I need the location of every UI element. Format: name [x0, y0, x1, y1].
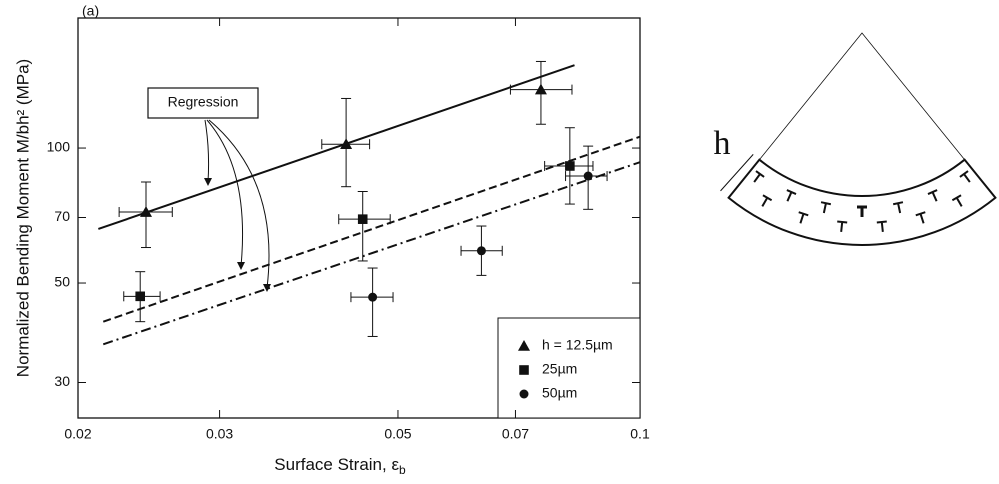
regression-line — [102, 161, 641, 346]
x-tick-label: 0.07 — [502, 426, 529, 442]
beam-band — [727, 158, 997, 246]
x-tick-label: 0.03 — [206, 426, 233, 442]
marker — [519, 389, 529, 399]
x-tick-label: 0.1 — [630, 426, 650, 442]
dislocation — [892, 201, 904, 214]
legend-label: h = 12.5µm — [542, 337, 613, 353]
marker — [135, 291, 146, 302]
annotation-arrows — [204, 119, 270, 289]
dislocation — [857, 205, 867, 217]
marker — [476, 246, 486, 256]
arrow-heads — [204, 178, 271, 292]
annotation: Regression — [168, 94, 239, 110]
y-tick-label: 30 — [54, 373, 70, 389]
marker — [340, 138, 353, 149]
marker — [534, 83, 547, 95]
dislocation — [786, 189, 797, 202]
dislocation — [820, 201, 832, 214]
dislocation — [761, 194, 773, 207]
x-axis-label-main: Surface Strain, ε — [274, 455, 399, 474]
marker — [357, 214, 368, 224]
panel-label: (a) — [82, 3, 99, 19]
dislocation — [837, 220, 848, 233]
dislocation — [798, 211, 809, 224]
marker — [140, 206, 153, 217]
annotation-box — [147, 87, 259, 119]
x-axis-label-sub: b — [399, 463, 406, 477]
marker — [368, 292, 378, 302]
dislocation — [876, 220, 887, 233]
dislocation — [753, 170, 765, 183]
x-tick-label: 0.02 — [64, 426, 91, 442]
marker — [565, 161, 575, 171]
dislocation — [927, 189, 938, 202]
dislocation — [915, 211, 926, 224]
marker — [518, 340, 530, 351]
y-tick-label: 100 — [47, 139, 71, 155]
thickness-label: h — [714, 125, 731, 162]
y-tick-label: 50 — [54, 274, 70, 290]
y-tick-label: 70 — [54, 208, 70, 224]
marker — [519, 365, 529, 375]
regression-line — [98, 64, 575, 230]
legend-label: 25µm — [542, 361, 577, 377]
x-axis-label: Surface Strain, εb — [274, 455, 406, 477]
dislocation — [959, 170, 971, 183]
x-tick-label: 0.05 — [384, 426, 411, 442]
legend-label: 50µm — [542, 385, 577, 401]
wedge-lines — [759, 32, 965, 160]
regression-line — [102, 135, 641, 323]
dimension-line — [720, 154, 754, 192]
diagram: h — [714, 32, 997, 246]
marker — [583, 171, 593, 181]
y-axis-label: Normalized Bending Moment M/bh² (MPa) — [13, 59, 32, 377]
dislocation — [951, 194, 963, 207]
